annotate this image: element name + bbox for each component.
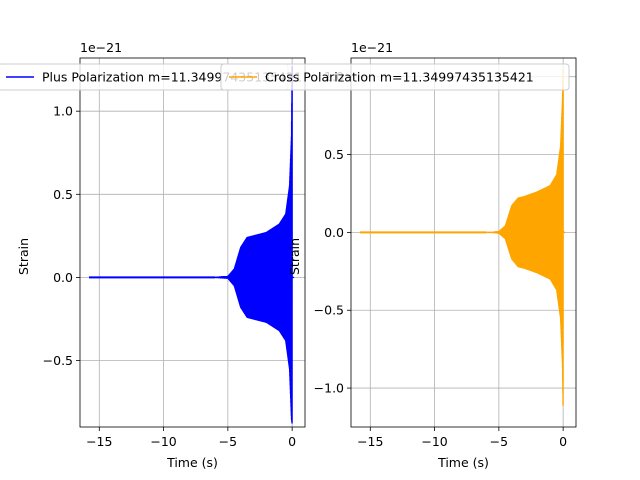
y-tick-label: 0.5: [324, 147, 344, 162]
y-axis-label: Strain: [16, 238, 31, 275]
plot-area: [88, 65, 295, 424]
x-tick-label: −15: [357, 434, 383, 449]
x-axis-label: Time (s): [437, 455, 489, 470]
y-tick-label: 0.0: [324, 225, 344, 240]
x-tick-label: −10: [421, 434, 447, 449]
x-axis-label: Time (s): [166, 455, 218, 470]
x-tick-label: −5: [219, 434, 237, 449]
x-tick-label: −10: [150, 434, 176, 449]
y-tick-label: −1.0: [314, 381, 344, 396]
y-tick-label: 0.0: [53, 270, 73, 285]
x-tick-label: 0: [559, 434, 567, 449]
legend-cross-polarization: Cross Polarization m=11.34997435135421: [220, 63, 570, 91]
y-tick-label: −0.5: [314, 303, 344, 318]
y-tick-label: 0.5: [53, 187, 73, 202]
plot-area: [359, 68, 566, 406]
subplot-cross-polarization: −15−10−50 −1.0−0.50.00.51.0 Time (s) Str…: [287, 40, 577, 470]
y-tick-label: 1.0: [53, 104, 73, 119]
x-ticks: −15 −10 −5 0: [86, 427, 296, 449]
x-tick-label: −15: [86, 434, 112, 449]
y-ticks: −0.5 0.0 0.5 1.0: [43, 104, 80, 368]
y-offset-text: 1e−21: [351, 40, 393, 55]
axes-frame: [350, 57, 577, 428]
y-offset-text: 1e−21: [80, 40, 122, 55]
x-ticks: −15 −10 −5 0: [357, 427, 567, 449]
subplot-plus-polarization: −15 −10 −5 0 −0.50.00.51.0 Time (s) Strain …: [16, 40, 306, 470]
x-tick-label: 0: [288, 434, 296, 449]
y-axis-label: Strain: [287, 238, 302, 275]
axes-frame: [79, 57, 306, 428]
x-tick-label: −5: [490, 434, 508, 449]
y-tick-label: −0.5: [43, 353, 73, 368]
legend-label: Cross Polarization m=11.34997435135421: [265, 70, 534, 85]
legend-box: [220, 63, 570, 91]
